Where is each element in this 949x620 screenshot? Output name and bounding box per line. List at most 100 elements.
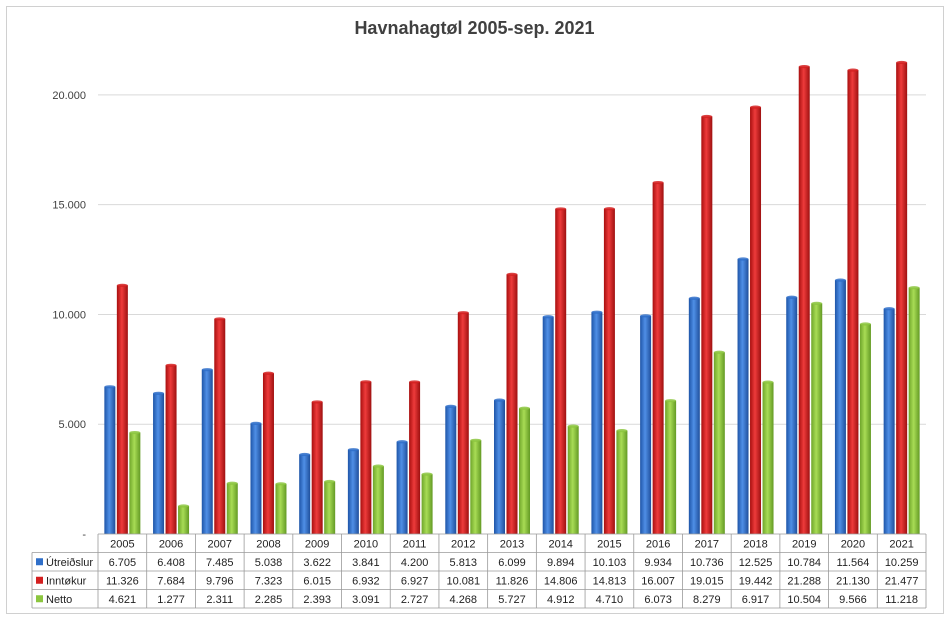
category-label: 2013 (500, 539, 524, 551)
bar-inntøkur-2006 (165, 365, 177, 534)
bar-inntøkur-2012 (457, 312, 469, 534)
bar-cap (470, 438, 482, 442)
bar-cap (506, 272, 518, 276)
bar-útreiðslur-2019 (786, 297, 798, 534)
bar-netto-2009 (324, 481, 336, 534)
legend-label: Útreiðslur (46, 556, 93, 569)
data-label: 8.279 (693, 594, 721, 606)
legend-swatch (36, 576, 43, 584)
category-label: 2021 (889, 539, 913, 551)
category-label: 2005 (110, 539, 134, 551)
bar-cap (603, 207, 615, 211)
data-label: 9.894 (547, 557, 575, 569)
data-label: 6.408 (157, 557, 185, 569)
data-label: 6.099 (498, 557, 526, 569)
category-label: 2011 (403, 539, 427, 551)
bar-cap (104, 385, 116, 389)
data-label: 4.621 (109, 594, 137, 606)
data-label: 11.326 (106, 576, 139, 588)
bar-cap (567, 424, 579, 428)
bar-útreiðslur-2021 (883, 308, 895, 534)
bar-cap (178, 504, 190, 508)
bar-cap (908, 286, 920, 290)
bar-cap (591, 310, 603, 314)
bar-útreiðslur-2006 (153, 393, 165, 534)
bar-netto-2021 (908, 287, 920, 534)
data-label: 10.504 (787, 594, 821, 606)
data-label: 19.015 (690, 576, 724, 588)
bar-cap (542, 315, 554, 319)
bar-útreiðslur-2016 (640, 315, 652, 534)
category-label: 2010 (354, 539, 378, 551)
category-label: 2008 (256, 539, 280, 551)
data-label: 11.218 (885, 594, 918, 606)
bar-cap (226, 481, 238, 485)
bar-cap (409, 380, 421, 384)
bar-netto-2012 (470, 440, 482, 534)
bar-cap (129, 430, 141, 435)
bar-útreiðslur-2014 (542, 316, 554, 534)
y-tick-label: 15.000 (52, 200, 86, 212)
data-label: 4.710 (596, 594, 624, 606)
category-label: 2016 (646, 539, 670, 551)
data-label: 3.622 (303, 557, 331, 569)
data-label: 21.130 (836, 576, 870, 588)
bar-cap (616, 428, 628, 433)
data-label: 21.477 (885, 576, 919, 588)
bar-netto-2018 (762, 382, 774, 534)
data-label: 10.259 (885, 557, 919, 569)
bar-inntøkur-2013 (506, 274, 518, 534)
bars (104, 60, 920, 535)
bar-inntøkur-2011 (409, 381, 421, 534)
data-label: 6.015 (303, 576, 331, 588)
data-label: 16.007 (641, 576, 675, 588)
data-label: 9.566 (839, 594, 867, 606)
bar-cap (360, 380, 372, 384)
bar-netto-2017 (713, 352, 725, 534)
category-label: 2006 (159, 539, 183, 551)
bar-inntøkur-2007 (214, 318, 226, 534)
bar-netto-2011 (421, 474, 433, 534)
bar-inntøkur-2005 (116, 285, 128, 534)
bar-cap (811, 301, 823, 305)
y-tick-label: 10.000 (52, 309, 86, 321)
bar-inntøkur-2019 (798, 66, 810, 534)
category-label: 2020 (841, 539, 865, 551)
y-axis: - 5.000 10.000 15.000 20.000 (52, 90, 86, 541)
bar-inntøkur-2009 (311, 401, 323, 534)
bar-netto-2005 (129, 432, 141, 534)
legend-label: Netto (46, 594, 72, 606)
bar-inntøkur-2008 (262, 373, 274, 534)
bar-cap (859, 322, 871, 326)
bar-cap (445, 404, 457, 408)
category-label: 2009 (305, 539, 329, 551)
bar-netto-2008 (275, 483, 287, 534)
bar-útreiðslur-2017 (688, 298, 700, 534)
data-label: 1.277 (157, 594, 185, 606)
bar-útreiðslur-2018 (737, 259, 749, 534)
bar-inntøkur-2017 (701, 116, 713, 535)
bar-cap (262, 371, 274, 375)
data-label: 11.564 (837, 557, 870, 569)
data-label: 2.285 (255, 594, 283, 606)
bar-cap (883, 307, 895, 311)
bar-útreiðslur-2015 (591, 312, 603, 534)
bar-netto-2010 (372, 466, 384, 534)
bar-inntøkur-2010 (360, 381, 372, 534)
bar-cap (396, 440, 408, 444)
data-label: 7.684 (157, 576, 185, 588)
bar-inntøkur-2021 (896, 62, 908, 534)
data-label: 7.323 (255, 576, 283, 588)
bar-útreiðslur-2011 (396, 441, 408, 534)
data-label: 3.091 (352, 594, 380, 606)
legend-swatch (36, 595, 43, 603)
data-label: 21.288 (787, 576, 821, 588)
data-label: 9.934 (644, 557, 672, 569)
bar-cap (275, 482, 287, 486)
category-label: 2012 (451, 539, 475, 551)
bar-útreiðslur-2013 (494, 400, 505, 534)
data-label: 10.784 (787, 557, 821, 569)
category-label: 2017 (695, 539, 719, 551)
data-label: 19.442 (739, 576, 773, 588)
